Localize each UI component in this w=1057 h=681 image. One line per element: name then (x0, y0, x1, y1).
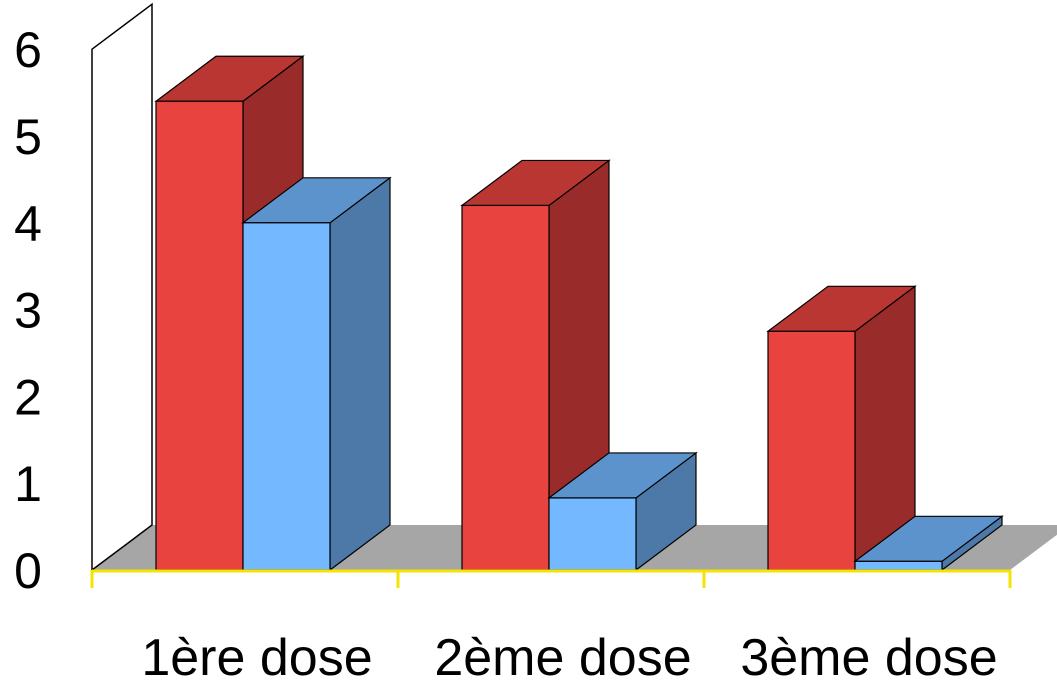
y-tick-label: 3 (14, 283, 42, 339)
chart-bars-layer (154, 55, 1004, 572)
bar-front-face (155, 100, 244, 571)
y-tick-label: 0 (14, 543, 42, 599)
x-tick-label: 1ère dose (141, 629, 372, 681)
bar-series1-2 (460, 159, 611, 572)
bar-series2-2 (547, 451, 698, 572)
y-tick-label: 4 (14, 196, 42, 252)
bar-series1-3 (766, 285, 917, 572)
bar-series2-1 (241, 176, 392, 572)
chart-wall-layer (91, 2, 153, 572)
y-tick-label: 5 (14, 109, 42, 165)
bar-series2-3 (853, 515, 1004, 572)
bar-front-face (548, 497, 637, 571)
y-tick-labels: 0 1 2 3 4 5 6 (14, 22, 42, 599)
x-tick-labels: 1ère dose 2ème dose 3ème dose (141, 629, 997, 681)
x-axis-layer (90, 569, 1012, 588)
bar-front-face (242, 222, 331, 571)
bar-front-face (854, 560, 943, 571)
chart-side-wall (91, 2, 153, 572)
y-tick-label: 1 (14, 456, 42, 512)
y-tick-label: 6 (14, 22, 42, 78)
x-tick-label: 2ème dose (434, 629, 691, 681)
bar-side-face (329, 176, 391, 572)
bar-front-face (767, 330, 856, 571)
x-tick-label: 3ème dose (740, 629, 997, 681)
bar-front-face (461, 204, 550, 571)
y-tick-label: 2 (14, 369, 42, 425)
